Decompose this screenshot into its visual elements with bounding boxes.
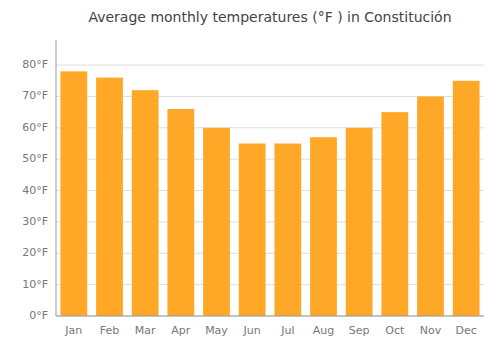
x-tick-label: Mar: [135, 324, 156, 337]
bar: [381, 112, 408, 316]
chart: 0°F 10°F 20°F 30°F 40°F 50°F 60°F 70°F 80°F Jan Fe…: [0, 0, 500, 350]
y-axis-line: [56, 40, 57, 316]
bar: [60, 71, 87, 316]
y-tick-label: 10°F: [22, 278, 48, 291]
x-tick-labels: Jan Feb Mar Apr May Jun Jul Aug Sep Oct Nov Dec: [64, 324, 476, 337]
x-tick-label: Dec: [456, 324, 477, 337]
bar: [203, 128, 230, 316]
bar: [96, 78, 123, 316]
x-tick-label: Aug: [313, 324, 334, 337]
y-tick-label: 40°F: [22, 184, 48, 197]
y-tick-label: 70°F: [22, 89, 48, 102]
x-tick-label: Sep: [349, 324, 370, 337]
x-tick-label: Oct: [385, 324, 405, 337]
y-tick-label: 30°F: [22, 215, 48, 228]
y-grid: [56, 65, 484, 316]
page: {"chart_data": {"type": "bar", "title": …: [0, 0, 500, 350]
bar: [239, 144, 266, 317]
y-tick-label: 20°F: [22, 246, 48, 259]
grid-line: [56, 65, 484, 66]
x-tick-label: Jul: [280, 324, 294, 337]
y-tick-label: 0°F: [29, 309, 48, 322]
x-tick-label: Nov: [420, 324, 442, 337]
bar: [167, 109, 194, 316]
x-tick-label: May: [205, 324, 228, 337]
x-tick-label: Apr: [171, 324, 191, 337]
bar: [417, 96, 444, 316]
title: Average monthly temperatures (°F ) in Co…: [88, 9, 451, 25]
y-tick-label: 60°F: [22, 121, 48, 134]
bar: [310, 137, 337, 316]
bar: [132, 90, 159, 316]
y-tick-label: 80°F: [22, 58, 48, 71]
x-tick-label: Feb: [100, 324, 119, 337]
grid-line: [56, 316, 484, 317]
bars: [60, 71, 479, 316]
y-tick-labels: 0°F 10°F 20°F 30°F 40°F 50°F 60°F 70°F 80°F: [22, 58, 48, 322]
y-tick-label: 50°F: [22, 152, 48, 165]
x-tick-label: Jan: [64, 324, 82, 337]
bar: [453, 81, 480, 316]
x-axis-line: [56, 316, 484, 317]
x-tick-label: Jun: [243, 324, 261, 337]
bar: [346, 128, 373, 316]
chart-container: 0°F 10°F 20°F 30°F 40°F 50°F 60°F 70°F 80°F Jan Fe…: [0, 0, 500, 350]
bar: [274, 144, 301, 317]
